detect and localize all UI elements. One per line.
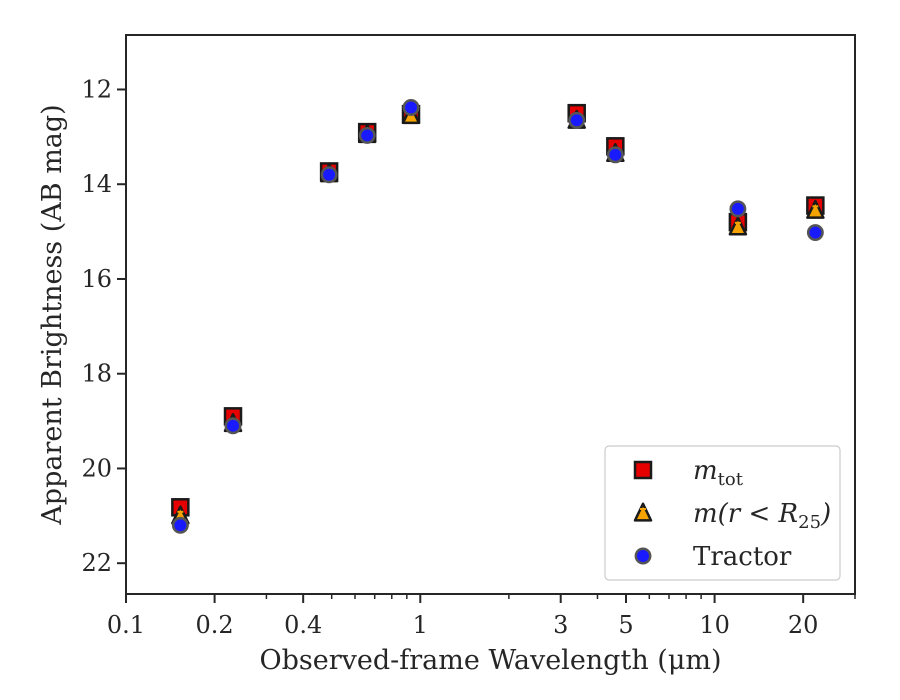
data-point-circle [358, 126, 376, 144]
data-point-triangle [806, 199, 825, 219]
legend: mtot m(r < R25) Tractor [604, 445, 841, 581]
x-tick-label: 20 [788, 611, 819, 639]
y-tick-label: 18 [81, 360, 112, 388]
x-tick-label: 3 [553, 611, 568, 639]
data-point-circle [224, 417, 242, 435]
data-point-circle [806, 224, 824, 241]
y-tick-label: 20 [81, 454, 112, 482]
legend-box [604, 445, 841, 581]
x-tick-label: 0.2 [196, 611, 234, 639]
y-tick-label: 16 [81, 265, 112, 293]
data-point-triangle [728, 216, 748, 236]
legend-entry: m(r < R25) [693, 499, 831, 533]
data-point-circle [171, 516, 189, 534]
legend-marker [633, 460, 653, 480]
y-tick-label: 14 [81, 170, 112, 198]
x-tick-label: 0.1 [107, 611, 145, 639]
x-axis: 0.1 0.2 0.4 1 3 5 10 20 [107, 594, 856, 639]
legend-entry: Tractor [693, 542, 792, 572]
data-point-circle [729, 200, 747, 218]
data-marks [171, 99, 825, 534]
data-point-circle [606, 146, 624, 164]
data-point-circle [568, 111, 586, 129]
x-tick-label: 5 [618, 611, 633, 639]
data-point-circle [320, 166, 338, 184]
y-axis: 12 14 16 18 20 22 [81, 75, 126, 577]
series-3 [171, 99, 824, 534]
y-tick-label: 22 [81, 549, 112, 577]
plot-frame [125, 34, 856, 595]
data-point-circle [402, 99, 420, 116]
x-axis-label: Observed-frame Wavelength (μm) [259, 645, 721, 676]
y-tick-label: 12 [81, 75, 112, 103]
x-tick-label: 1 [413, 611, 428, 639]
x-tick-label: 0.4 [284, 611, 322, 639]
x-tick-label: 10 [699, 611, 730, 639]
legend-marker [634, 547, 652, 565]
y-axis-label: Apparent Brightness (AB mag) [37, 104, 68, 525]
legend-entry: mtot [693, 456, 744, 490]
legend-marker [633, 502, 653, 522]
